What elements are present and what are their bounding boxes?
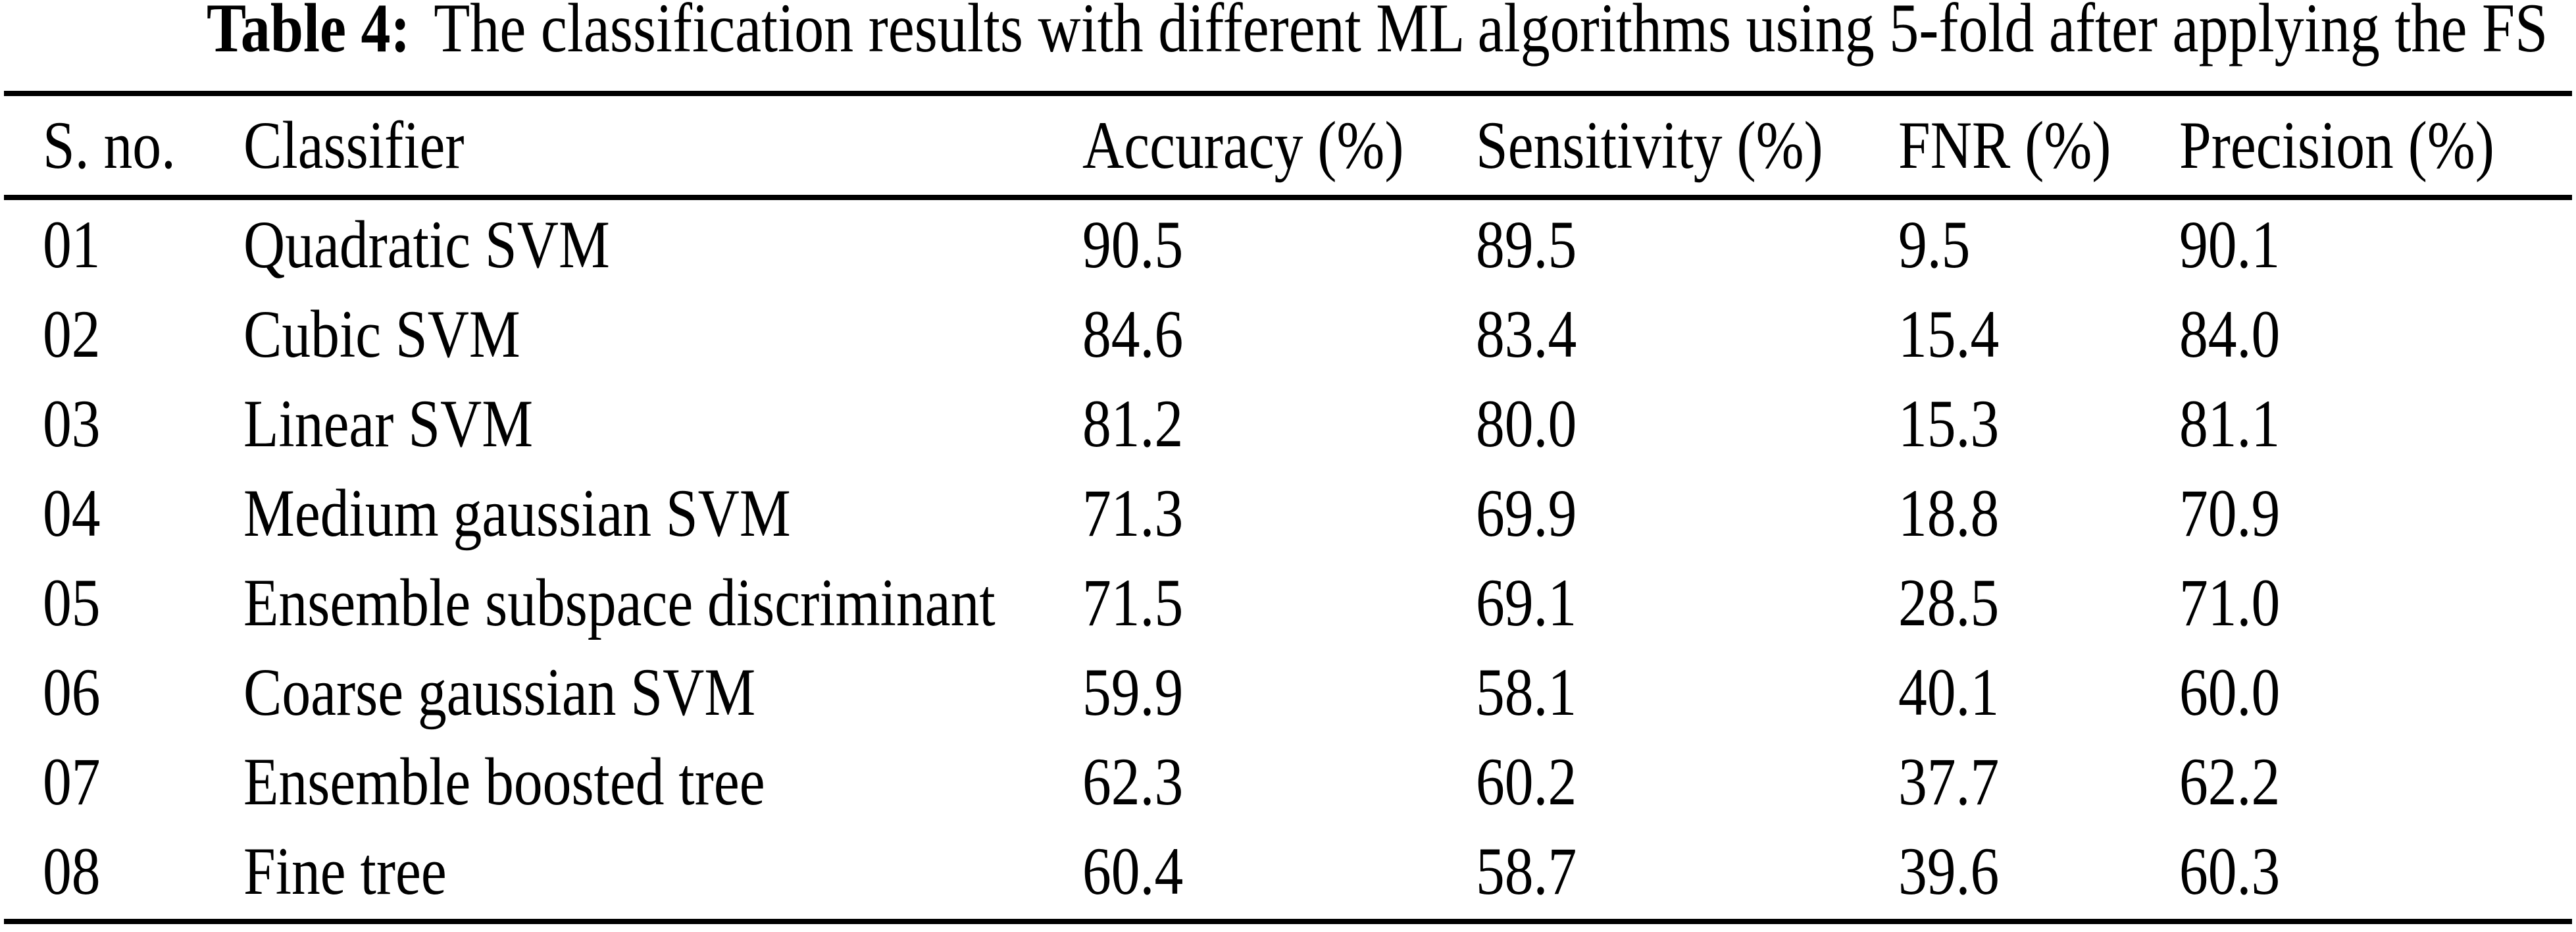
cell-fnr: 40.1 <box>1898 654 2000 730</box>
cell-accuracy: 59.9 <box>1082 654 1184 730</box>
cell-accuracy: 84.6 <box>1082 296 1184 372</box>
cell-sensitivity: 69.9 <box>1476 475 1577 551</box>
cell-sensitivity: 89.5 <box>1476 207 1577 282</box>
table-row: 04 Medium gaussian SVM 71.3 69.9 18.8 70… <box>0 469 2576 558</box>
cell-sno: 03 <box>43 386 101 461</box>
bottom-rule <box>4 919 2572 924</box>
cell-sensitivity: 58.1 <box>1476 654 1577 730</box>
cell-classifier: Linear SVM <box>243 386 534 461</box>
cell-accuracy: 81.2 <box>1082 386 1184 461</box>
col-header-accuracy: Accuracy (%) <box>1082 107 1404 183</box>
header-rule <box>4 195 2572 200</box>
cell-sensitivity: 69.1 <box>1476 565 1577 640</box>
table-header: S. no. Classifier Accuracy (%) Sensitivi… <box>0 96 2576 195</box>
cell-classifier: Fine tree <box>243 833 447 909</box>
cell-fnr: 15.3 <box>1898 386 2000 461</box>
cell-sensitivity: 80.0 <box>1476 386 1577 461</box>
cell-accuracy: 62.3 <box>1082 744 1184 819</box>
cell-precision: 71.0 <box>2179 565 2281 640</box>
cell-sno: 02 <box>43 296 101 372</box>
table-row: 07 Ensemble boosted tree 62.3 60.2 37.7 … <box>0 737 2576 827</box>
table-caption: Table 4: The classification results with … <box>0 0 2576 65</box>
table-row: 08 Fine tree 60.4 58.7 39.6 60.3 <box>0 827 2576 916</box>
cell-fnr: 15.4 <box>1898 296 2000 372</box>
cell-fnr: 18.8 <box>1898 475 2000 551</box>
col-header-precision: Precision (%) <box>2179 107 2494 183</box>
cell-sno: 06 <box>43 654 101 730</box>
cell-sno: 08 <box>43 833 101 909</box>
cell-classifier: Quadratic SVM <box>243 207 610 282</box>
caption-text: The classification results with differen… <box>434 0 2548 66</box>
cell-classifier: Cubic SVM <box>243 296 520 372</box>
cell-precision: 90.1 <box>2179 207 2281 282</box>
col-header-sno: S. no. <box>43 107 176 183</box>
cell-precision: 70.9 <box>2179 475 2281 551</box>
table-row: 05 Ensemble subspace discriminant 71.5 6… <box>0 558 2576 648</box>
cell-fnr: 28.5 <box>1898 565 2000 640</box>
col-header-classifier: Classifier <box>243 107 465 183</box>
top-rule <box>4 91 2572 96</box>
col-header-fnr: FNR (%) <box>1898 107 2111 183</box>
cell-classifier: Ensemble boosted tree <box>243 744 765 819</box>
cell-fnr: 39.6 <box>1898 833 2000 909</box>
cell-accuracy: 60.4 <box>1082 833 1184 909</box>
table-row: 06 Coarse gaussian SVM 59.9 58.1 40.1 60… <box>0 648 2576 737</box>
cell-fnr: 9.5 <box>1898 207 1971 282</box>
header-row: S. no. Classifier Accuracy (%) Sensitivi… <box>0 96 2576 195</box>
cell-sno: 01 <box>43 207 101 282</box>
cell-sensitivity: 60.2 <box>1476 744 1577 819</box>
cell-fnr: 37.7 <box>1898 744 2000 819</box>
cell-classifier: Medium gaussian SVM <box>243 475 791 551</box>
table-row: 02 Cubic SVM 84.6 83.4 15.4 84.0 <box>0 290 2576 379</box>
cell-precision: 81.1 <box>2179 386 2281 461</box>
table-row: 01 Quadratic SVM 90.5 89.5 9.5 90.1 <box>0 200 2576 290</box>
cell-precision: 84.0 <box>2179 296 2281 372</box>
cell-sno: 07 <box>43 744 101 819</box>
cell-sno: 04 <box>43 475 101 551</box>
col-header-sensitivity: Sensitivity (%) <box>1476 107 1823 183</box>
cell-sensitivity: 58.7 <box>1476 833 1577 909</box>
cell-sno: 05 <box>43 565 101 640</box>
cell-accuracy: 90.5 <box>1082 207 1184 282</box>
cell-precision: 62.2 <box>2179 744 2281 819</box>
cell-precision: 60.0 <box>2179 654 2281 730</box>
results-table-body: 01 Quadratic SVM 90.5 89.5 9.5 90.1 02 C… <box>0 200 2576 916</box>
cell-classifier: Ensemble subspace discriminant <box>243 565 996 640</box>
cell-accuracy: 71.5 <box>1082 565 1184 640</box>
cell-sensitivity: 83.4 <box>1476 296 1577 372</box>
cell-accuracy: 71.3 <box>1082 475 1184 551</box>
cell-classifier: Coarse gaussian SVM <box>243 654 756 730</box>
table-row: 03 Linear SVM 81.2 80.0 15.3 81.1 <box>0 379 2576 469</box>
cell-precision: 60.3 <box>2179 833 2281 909</box>
caption-label: Table 4: <box>206 0 411 66</box>
